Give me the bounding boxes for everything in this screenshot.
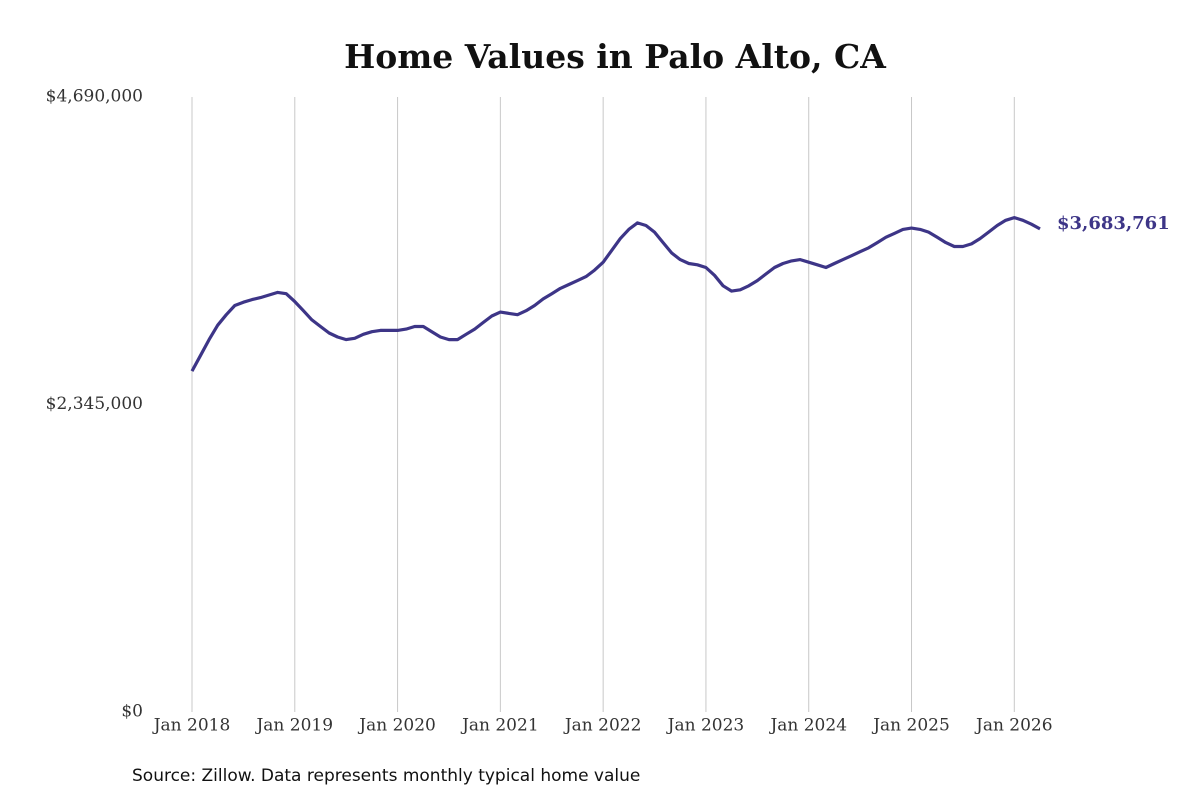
x-tick-label: Jan 2019 xyxy=(254,716,333,736)
y-tick-label: $4,690,000 xyxy=(46,87,143,107)
x-tick-label: Jan 2023 xyxy=(666,716,745,736)
y-tick-label: $0 xyxy=(121,702,143,722)
y-tick-label: $2,345,000 xyxy=(46,394,143,414)
x-tick-label: Jan 2022 xyxy=(563,716,642,736)
x-tick-label: Jan 2024 xyxy=(768,716,847,736)
source-note: Source: Zillow. Data represents monthly … xyxy=(132,766,640,786)
x-tick-label: Jan 2025 xyxy=(871,716,950,736)
line-series xyxy=(190,216,1041,372)
chart-title: Home Values in Palo Alto, CA xyxy=(344,37,886,76)
x-tick-label: Jan 2020 xyxy=(357,716,436,736)
x-tick-label: Jan 2026 xyxy=(974,716,1053,736)
x-tick-label: Jan 2021 xyxy=(460,716,539,736)
x-tick-label: Jan 2018 xyxy=(152,716,231,736)
end-value-label: $3,683,761 xyxy=(1057,213,1170,234)
